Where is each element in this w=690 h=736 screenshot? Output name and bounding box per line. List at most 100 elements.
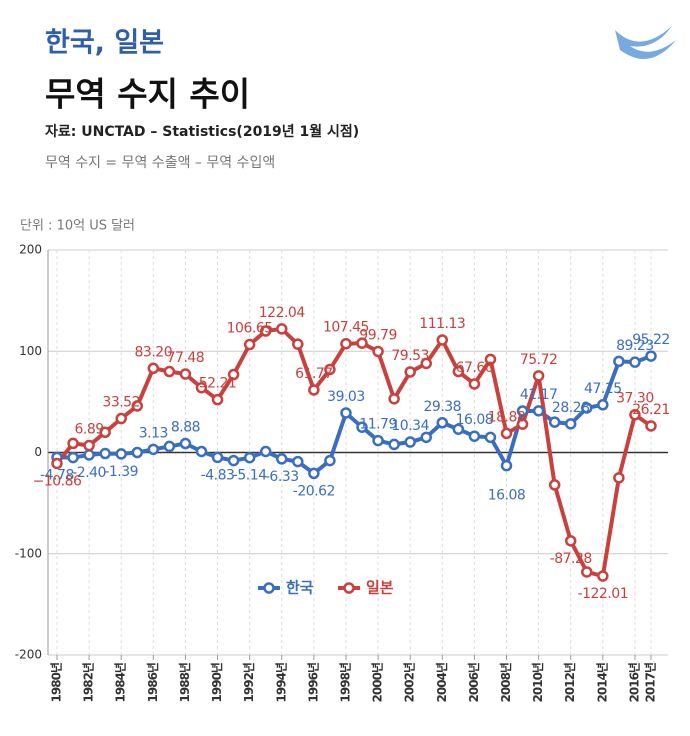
point (420, 431, 432, 444)
point (195, 381, 208, 394)
value-label: 122.04 (259, 305, 306, 321)
point (500, 459, 513, 472)
point (259, 445, 272, 458)
point (67, 437, 79, 450)
point (292, 455, 304, 468)
value-label: 89.23 (616, 338, 654, 354)
value-label: -20.62 (293, 483, 335, 499)
value-label: −10.86 (33, 473, 82, 489)
point (484, 431, 497, 444)
value-label: 99.79 (359, 327, 397, 343)
point (548, 416, 561, 428)
point (356, 337, 368, 349)
x-tick-label: 2014년 (595, 662, 609, 702)
point (147, 362, 160, 375)
value-label: 107.45 (323, 320, 369, 336)
x-tick-label: 1982년 (82, 662, 96, 702)
point (468, 378, 481, 390)
value-label: 47.15 (584, 381, 622, 397)
legend-marker (343, 582, 355, 594)
point (388, 438, 400, 451)
point (613, 355, 625, 368)
point (452, 423, 465, 435)
annotation: 16.08 (488, 488, 526, 504)
point (163, 440, 176, 453)
point (195, 445, 208, 458)
value-label: 6.89 (75, 422, 104, 438)
legend-label: 한국 (286, 579, 314, 597)
value-label: 26.21 (632, 402, 670, 418)
value-label: -4.78 (40, 467, 74, 483)
point (548, 479, 561, 491)
point (372, 345, 384, 358)
point (131, 446, 144, 459)
point (83, 449, 95, 461)
legend-marker (263, 582, 275, 594)
value-label: 95.22 (632, 332, 670, 348)
point (484, 353, 497, 366)
point (179, 368, 192, 380)
value-label: 28.28 (552, 400, 590, 416)
point (276, 323, 288, 335)
value-label: 75.72 (520, 352, 558, 368)
point (629, 408, 641, 421)
value-label: -6.33 (265, 469, 299, 485)
value-label: 79.53 (391, 348, 429, 364)
point (597, 570, 609, 582)
point (308, 467, 320, 480)
value-label: 52.21 (199, 376, 237, 392)
value-label: 77.48 (167, 350, 205, 366)
chart-title-line2: 무역 수지 추이 (45, 75, 250, 114)
point (99, 426, 111, 438)
point (516, 405, 529, 417)
value-label: -1.39 (104, 464, 138, 480)
point (516, 418, 529, 430)
point (115, 448, 127, 460)
point (211, 393, 224, 406)
point (564, 418, 577, 430)
x-tick-label: 1996년 (306, 662, 320, 702)
point (243, 338, 256, 351)
y-tick-label: 0 (34, 445, 42, 459)
point (532, 370, 545, 382)
value-label: 61.77 (295, 366, 333, 382)
point (227, 454, 240, 467)
point (581, 402, 593, 414)
point (147, 443, 160, 456)
point (163, 365, 176, 378)
point (645, 350, 657, 362)
x-tick-label: 1994년 (274, 662, 288, 702)
chart-title-line1: 한국, 일본 (45, 28, 164, 59)
point (99, 447, 111, 460)
point (227, 368, 240, 381)
point (131, 400, 144, 412)
value-label: 67.66 (456, 360, 494, 376)
value-label: 18.88 (488, 409, 526, 425)
value-label: 29.38 (424, 399, 462, 415)
note: 무역 수지 = 무역 수출액 – 무역 수입액 (45, 155, 275, 171)
x-tick-label: 2006년 (467, 662, 481, 702)
point (629, 356, 641, 368)
x-tick-label: 2002년 (403, 662, 417, 702)
x-tick-label: 2004년 (435, 662, 449, 702)
point (452, 365, 465, 378)
point (243, 451, 256, 464)
point (581, 566, 593, 578)
point (308, 384, 320, 396)
point (51, 457, 63, 470)
y-tick-label: -100 (15, 546, 42, 560)
x-tick-label: 1992년 (242, 662, 256, 702)
point (404, 436, 416, 448)
value-label: -122.01 (578, 586, 629, 602)
value-label: 10.34 (391, 418, 429, 434)
value-label: 111.13 (419, 316, 465, 332)
point (372, 434, 384, 447)
point (645, 420, 657, 432)
y-tick-label: -200 (15, 648, 42, 662)
x-tick-label: 2017년 (644, 662, 658, 702)
point (500, 427, 513, 440)
point (436, 417, 449, 429)
value-label: 83.20 (135, 344, 173, 360)
value-label: -87.28 (550, 551, 592, 567)
point (597, 399, 609, 411)
